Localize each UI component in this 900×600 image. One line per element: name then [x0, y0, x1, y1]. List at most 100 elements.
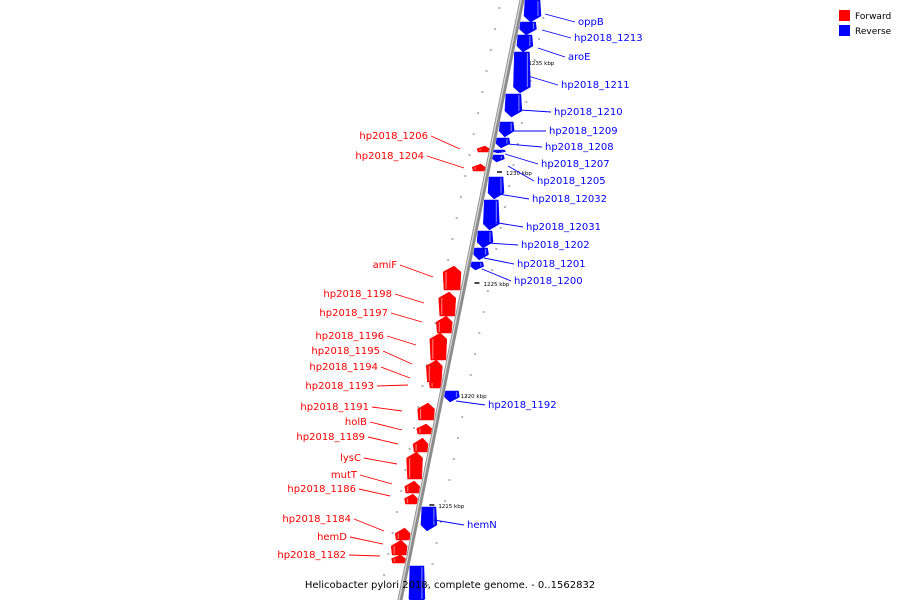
label-leader — [369, 421, 403, 431]
gene-arrow — [436, 315, 453, 334]
gene-arrow — [416, 423, 433, 435]
gene-label: lysC — [340, 453, 361, 464]
gene-label: hp2018_1192 — [488, 400, 557, 411]
gene-arrow — [404, 493, 418, 505]
gene-label: holB — [345, 417, 367, 428]
label-leader — [455, 400, 486, 406]
gene-label: hp2018_12031 — [526, 222, 601, 233]
gene-arrow — [470, 261, 485, 271]
tick-label: 1235 kbp — [528, 61, 554, 67]
label-leader — [481, 268, 512, 282]
gene-arrow — [519, 21, 537, 36]
gene-arrow — [394, 527, 411, 541]
gene-arrow — [504, 93, 523, 118]
gene-label: hp2018_1200 — [514, 276, 583, 287]
gene-label: hp2018_1198 — [323, 289, 392, 300]
gene-label: hp2018_1193 — [305, 381, 374, 392]
gene-label: hp2018_1191 — [300, 402, 369, 413]
label-leader — [367, 436, 399, 445]
label-leader — [363, 457, 398, 465]
label-leader — [506, 143, 543, 148]
gene-label: hp2018_1211 — [561, 80, 630, 91]
tick-label: 1230 kbp — [506, 171, 532, 177]
gene-label: hp2018_1186 — [287, 484, 356, 495]
label-leader — [541, 29, 572, 39]
label-leader — [544, 13, 576, 23]
label-leader — [349, 536, 384, 545]
label-leader — [537, 47, 566, 58]
gene-label: hp2018_1197 — [319, 308, 388, 319]
label-leader — [487, 242, 519, 246]
gene-label: hp2018_12032 — [532, 194, 607, 205]
kbp-ticks: 1235 kbp 1230 kbp 1225 kbp 1220 kbp 1215 kbp — [383, 7, 555, 586]
gene-arrow — [428, 378, 442, 389]
gene-label: aroE — [568, 52, 590, 63]
gene-labels: hp2018_1206 hp2018_1204 amiF hp2018_1198 hp2… — [277, 13, 643, 561]
label-leader — [426, 155, 465, 169]
label-leader — [483, 257, 515, 265]
gene-label: hp2018_1210 — [554, 107, 623, 118]
label-leader — [376, 384, 409, 387]
gene-label: hemD — [317, 532, 347, 543]
gene-arrow — [476, 145, 490, 153]
gene-arrow — [420, 506, 438, 532]
gene-label: hp2018_1204 — [355, 151, 424, 162]
gene-arrow — [471, 163, 486, 172]
gene-features — [390, 0, 542, 600]
tick-label: 1215 kbp — [438, 504, 464, 510]
tick-label: 1225 kbp — [483, 282, 509, 288]
label-leader — [390, 312, 423, 323]
label-leader — [353, 518, 385, 532]
gene-arrow — [404, 480, 421, 494]
label-leader — [433, 519, 465, 526]
gene-label: hp2018_1201 — [517, 259, 586, 270]
legend-swatch-reverse — [839, 25, 850, 36]
label-leader — [359, 474, 393, 485]
gene-arrow — [408, 565, 426, 600]
label-leader — [382, 350, 413, 365]
label-leader — [399, 264, 434, 278]
gene-label: mutT — [331, 470, 358, 481]
gene-arrow — [487, 176, 505, 200]
gene-label: hp2018_1189 — [296, 432, 365, 443]
gene-label: hp2018_1209 — [549, 126, 618, 137]
label-leader — [394, 293, 425, 304]
gene-arrow — [444, 390, 460, 403]
gene-label: amiF — [373, 260, 398, 271]
gene-arrow — [429, 332, 448, 361]
gene-arrow — [513, 51, 531, 94]
gene-arrow — [391, 554, 406, 564]
label-leader — [371, 406, 403, 412]
legend-swatch-forward — [839, 10, 850, 21]
label-leader — [504, 153, 539, 165]
gene-arrow — [473, 247, 489, 261]
gene-label: hp2018_1194 — [309, 362, 378, 373]
gene-arrow — [523, 0, 542, 23]
gene-arrow — [492, 154, 505, 163]
backbone-highlight — [398, 0, 522, 600]
gene-arrow — [495, 137, 511, 149]
label-leader — [380, 366, 411, 379]
gene-label: hp2018_1205 — [537, 176, 606, 187]
label-leader — [527, 75, 559, 86]
genome-caption: Helicobacter pylori 2018, complete genom… — [305, 580, 595, 591]
gene-label: hp2018_1206 — [359, 131, 428, 142]
legend: Forward Reverse — [839, 10, 892, 37]
gene-arrow — [438, 291, 457, 317]
gene-label: hemN — [467, 520, 497, 531]
label-leader — [491, 221, 524, 228]
genome-backbone — [397, 0, 525, 600]
tick-label: 1220 kbp — [461, 394, 487, 400]
gene-arrow — [476, 230, 494, 249]
gene-label: hp2018_1182 — [277, 550, 346, 561]
gene-arrow — [412, 437, 429, 453]
gene-label: hp2018_1208 — [545, 142, 614, 153]
label-leader — [358, 488, 391, 497]
label-leader — [348, 554, 381, 557]
gene-arrow — [390, 539, 408, 556]
legend-label-forward: Forward — [855, 12, 891, 22]
label-leader — [491, 192, 530, 200]
gene-label: hp2018_1196 — [315, 331, 384, 342]
gene-label: hp2018_1207 — [541, 159, 610, 170]
gene-arrow — [493, 149, 506, 154]
